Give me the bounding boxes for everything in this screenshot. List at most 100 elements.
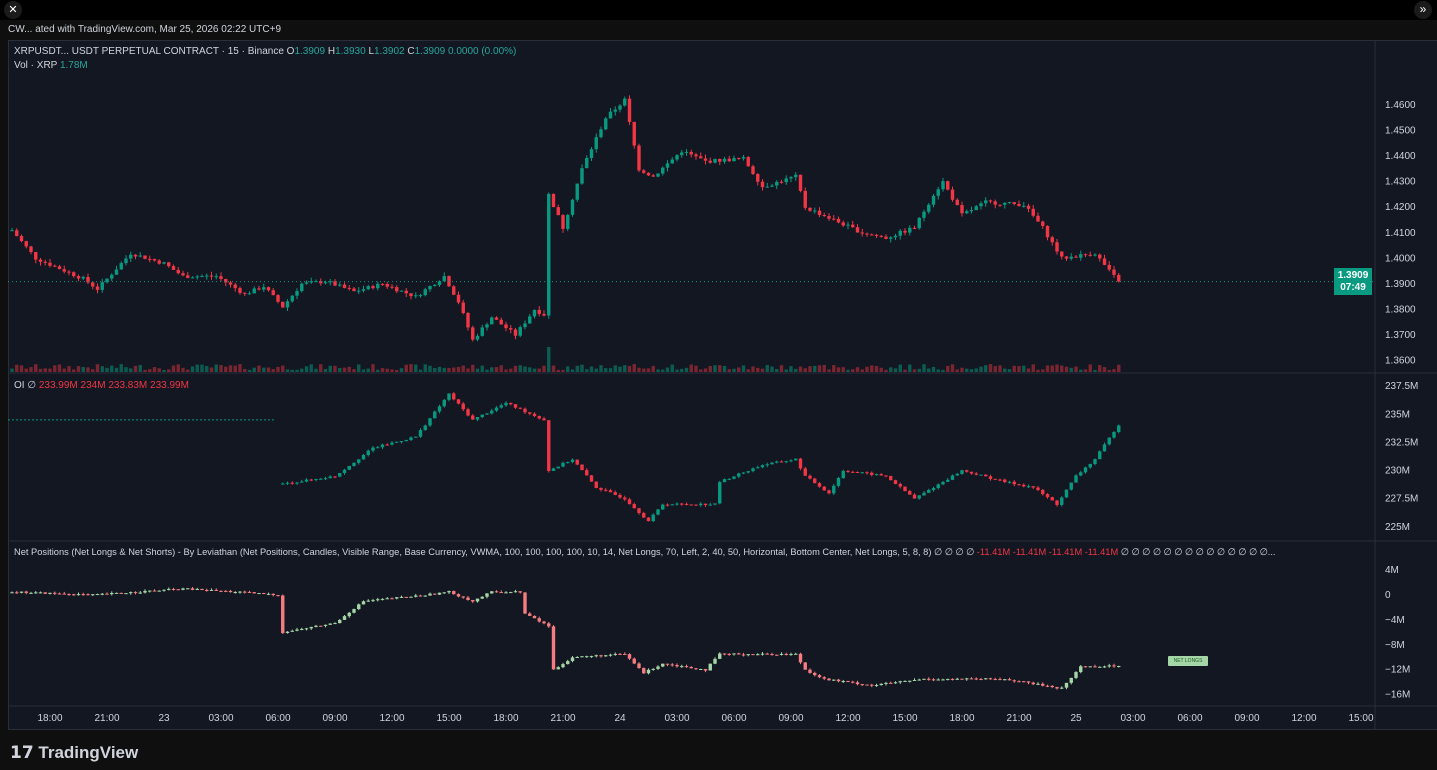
- volume-bar: [770, 366, 774, 372]
- candle-body: [722, 158, 727, 162]
- candle-body: [1083, 666, 1088, 668]
- volume-bar: [323, 369, 328, 372]
- axis-tick-label: 4M: [1385, 565, 1399, 576]
- candle-body: [988, 200, 993, 202]
- candle-body: [865, 233, 869, 235]
- candle-body: [1050, 497, 1054, 501]
- net-label[interactable]: Net Positions (Net Longs & Net Shorts) -…: [14, 547, 932, 557]
- chart-frame[interactable]: [8, 40, 1437, 730]
- candle-body: [133, 592, 138, 594]
- candle-body: [319, 478, 323, 480]
- candle-body: [1093, 459, 1097, 464]
- candle-body: [186, 588, 190, 590]
- candle-body: [1112, 432, 1116, 438]
- candle-body: [808, 207, 812, 211]
- candle-body: [1031, 486, 1035, 488]
- candle-body: [903, 486, 907, 492]
- candle-body: [494, 317, 499, 320]
- candle-body: [423, 595, 427, 597]
- candle-body: [214, 589, 218, 591]
- symbol-title[interactable]: XRPUSDT... USDT PERPETUAL CONTRACT · 15 …: [14, 46, 284, 57]
- candle-body: [271, 593, 275, 596]
- volume-bar: [428, 365, 432, 372]
- volume-bar: [870, 365, 874, 372]
- candle-body: [1017, 681, 1021, 683]
- volume-bar: [224, 366, 228, 372]
- candle-body: [623, 497, 627, 500]
- volume-bar: [233, 365, 237, 372]
- volume-bar: [81, 367, 85, 372]
- candle-body: [784, 461, 788, 463]
- volume-bar: [461, 365, 465, 372]
- candle-body: [589, 475, 594, 482]
- candle-body: [1045, 494, 1050, 498]
- candle-body: [1079, 472, 1083, 476]
- candle-body: [314, 625, 318, 627]
- candle-body: [528, 613, 532, 616]
- candle-body: [1074, 475, 1078, 483]
- candle-body: [751, 166, 755, 174]
- candle-body: [903, 230, 907, 233]
- candle-body: [813, 478, 817, 484]
- candle-body: [746, 471, 750, 473]
- expand-button[interactable]: »: [1414, 1, 1432, 19]
- close-button[interactable]: ✕: [4, 1, 22, 19]
- candle-body: [927, 489, 931, 493]
- volume-bar: [936, 369, 940, 372]
- candle-body: [969, 678, 974, 680]
- volume-bar: [352, 369, 356, 372]
- volume-bar: [604, 368, 608, 372]
- candle-body: [551, 193, 556, 208]
- candle-body: [1036, 683, 1040, 685]
- candle-body: [722, 653, 727, 655]
- candle-body: [309, 479, 313, 481]
- axis-tick-label: 1.3700: [1385, 330, 1416, 341]
- volume-bar: [732, 368, 736, 372]
- volume-bar: [922, 364, 926, 372]
- volume-bar: [504, 369, 508, 372]
- tradingview-logo[interactable]: 𝟭𝟳 TradingView: [10, 743, 138, 763]
- candle-body: [532, 615, 537, 619]
- volume-bar: [72, 369, 76, 372]
- candle-body: [566, 661, 570, 665]
- volume-bar: [903, 369, 907, 372]
- candle-body: [1069, 482, 1073, 490]
- volume-bar: [452, 367, 456, 372]
- candle-body: [870, 234, 874, 236]
- candle-body: [1074, 256, 1078, 258]
- candle-body: [399, 441, 404, 443]
- candle-body: [72, 594, 76, 596]
- candle-body: [195, 588, 199, 590]
- axis-tick-label: 1.4600: [1385, 100, 1416, 111]
- candle-body: [813, 672, 817, 676]
- volume-bar: [727, 369, 731, 372]
- candle-body: [214, 276, 218, 278]
- candle-body: [224, 590, 228, 592]
- oi-values: 233.99M 234M 233.83M 233.99M: [38, 380, 189, 391]
- candle-body: [300, 628, 304, 630]
- candle-body: [1088, 463, 1092, 468]
- candle-body: [366, 286, 370, 290]
- candle-body: [409, 437, 413, 440]
- visibility-icon[interactable]: ∅: [27, 380, 37, 391]
- candle-body: [1107, 264, 1111, 270]
- candle-body: [746, 654, 750, 656]
- candle-body: [76, 276, 81, 279]
- volume-bar: [623, 365, 627, 372]
- candle-body: [371, 286, 375, 289]
- candle-body: [428, 418, 432, 426]
- volume-bar: [48, 368, 52, 372]
- candle-body: [708, 160, 712, 163]
- candle-body: [513, 404, 518, 408]
- candle-body: [993, 478, 997, 480]
- volume-bar: [67, 366, 71, 372]
- candle-body: [1041, 221, 1045, 226]
- candle-body: [665, 504, 670, 506]
- volume-label[interactable]: Vol · XRP: [14, 60, 58, 71]
- candle-body: [846, 470, 850, 472]
- candle-body: [741, 654, 746, 656]
- candle-body: [366, 600, 370, 602]
- oi-label[interactable]: OI: [14, 380, 25, 391]
- candle-body: [67, 271, 71, 273]
